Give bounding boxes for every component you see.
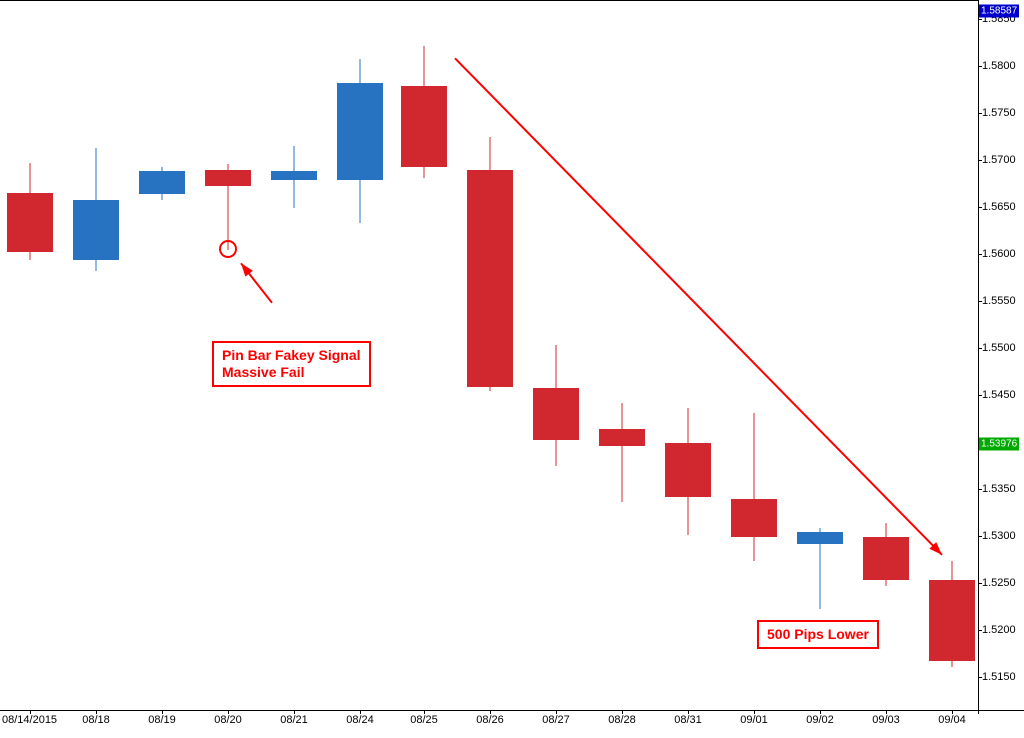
- candle: [73, 1, 119, 711]
- annotation-text: Pin Bar Fakey Signal: [222, 347, 361, 363]
- price-tick-label: 1.5650: [982, 201, 1016, 213]
- date-tick-label: 09/02: [806, 714, 834, 726]
- candlestick-chart: Pin Bar Fakey SignalMassive Fail 500 Pips…: [0, 0, 1024, 738]
- date-tick-label: 09/01: [740, 714, 768, 726]
- date-tick-label: 08/27: [542, 714, 570, 726]
- date-tick-label: 08/28: [608, 714, 636, 726]
- price-tick-label: 1.5500: [982, 342, 1016, 354]
- date-tick-label: 09/04: [938, 714, 966, 726]
- price-tick-label: 1.5800: [982, 60, 1016, 72]
- date-tick-label: 08/21: [280, 714, 308, 726]
- price-tick-label: 1.5750: [982, 107, 1016, 119]
- candle: [401, 1, 447, 711]
- annotation-text: 500 Pips Lower: [767, 626, 869, 642]
- candle: [139, 1, 185, 711]
- candle: [665, 1, 711, 711]
- date-tick-label: 09/03: [872, 714, 900, 726]
- annotation-pin-bar-fakey: Pin Bar Fakey SignalMassive Fail: [212, 341, 371, 387]
- candle: [929, 1, 975, 711]
- date-tick-label: 08/25: [410, 714, 438, 726]
- price-tick-label: 1.5350: [982, 483, 1016, 495]
- price-tick-label: 1.5450: [982, 389, 1016, 401]
- candle: [731, 1, 777, 711]
- date-tick-label: 08/24: [346, 714, 374, 726]
- date-tick-label: 08/31: [674, 714, 702, 726]
- annotation-500-pips: 500 Pips Lower: [757, 620, 879, 649]
- plot-area: Pin Bar Fakey SignalMassive Fail 500 Pips…: [0, 0, 978, 710]
- price-tick-label: 1.5300: [982, 530, 1016, 542]
- price-tick-label: 1.5250: [982, 577, 1016, 589]
- date-tick-label: 08/14/2015: [2, 714, 57, 726]
- date-axis: 08/14/2015 08/18 08/19 08/20 08/21 08/24 08/25…: [0, 710, 1024, 738]
- annotation-text: Massive Fail: [222, 364, 305, 380]
- price-marker: 1.58587: [979, 4, 1019, 17]
- date-tick-label: 08/26: [476, 714, 504, 726]
- price-tick-label: 1.5700: [982, 154, 1016, 166]
- candle: [467, 1, 513, 711]
- price-tick-label: 1.5150: [982, 671, 1016, 683]
- price-tick-label: 1.5200: [982, 624, 1016, 636]
- date-tick-label: 08/20: [214, 714, 242, 726]
- candle: [599, 1, 645, 711]
- candle: [533, 1, 579, 711]
- price-tick-label: 1.5550: [982, 295, 1016, 307]
- candle: [797, 1, 843, 711]
- price-axis: 1.51501.52001.52501.53001.53501.54001.54…: [978, 0, 1024, 714]
- date-tick-label: 08/19: [148, 714, 176, 726]
- candle: [863, 1, 909, 711]
- price-marker: 1.53976: [979, 438, 1019, 451]
- price-tick-label: 1.5600: [982, 248, 1016, 260]
- date-tick-label: 08/18: [82, 714, 110, 726]
- candle: [7, 1, 53, 711]
